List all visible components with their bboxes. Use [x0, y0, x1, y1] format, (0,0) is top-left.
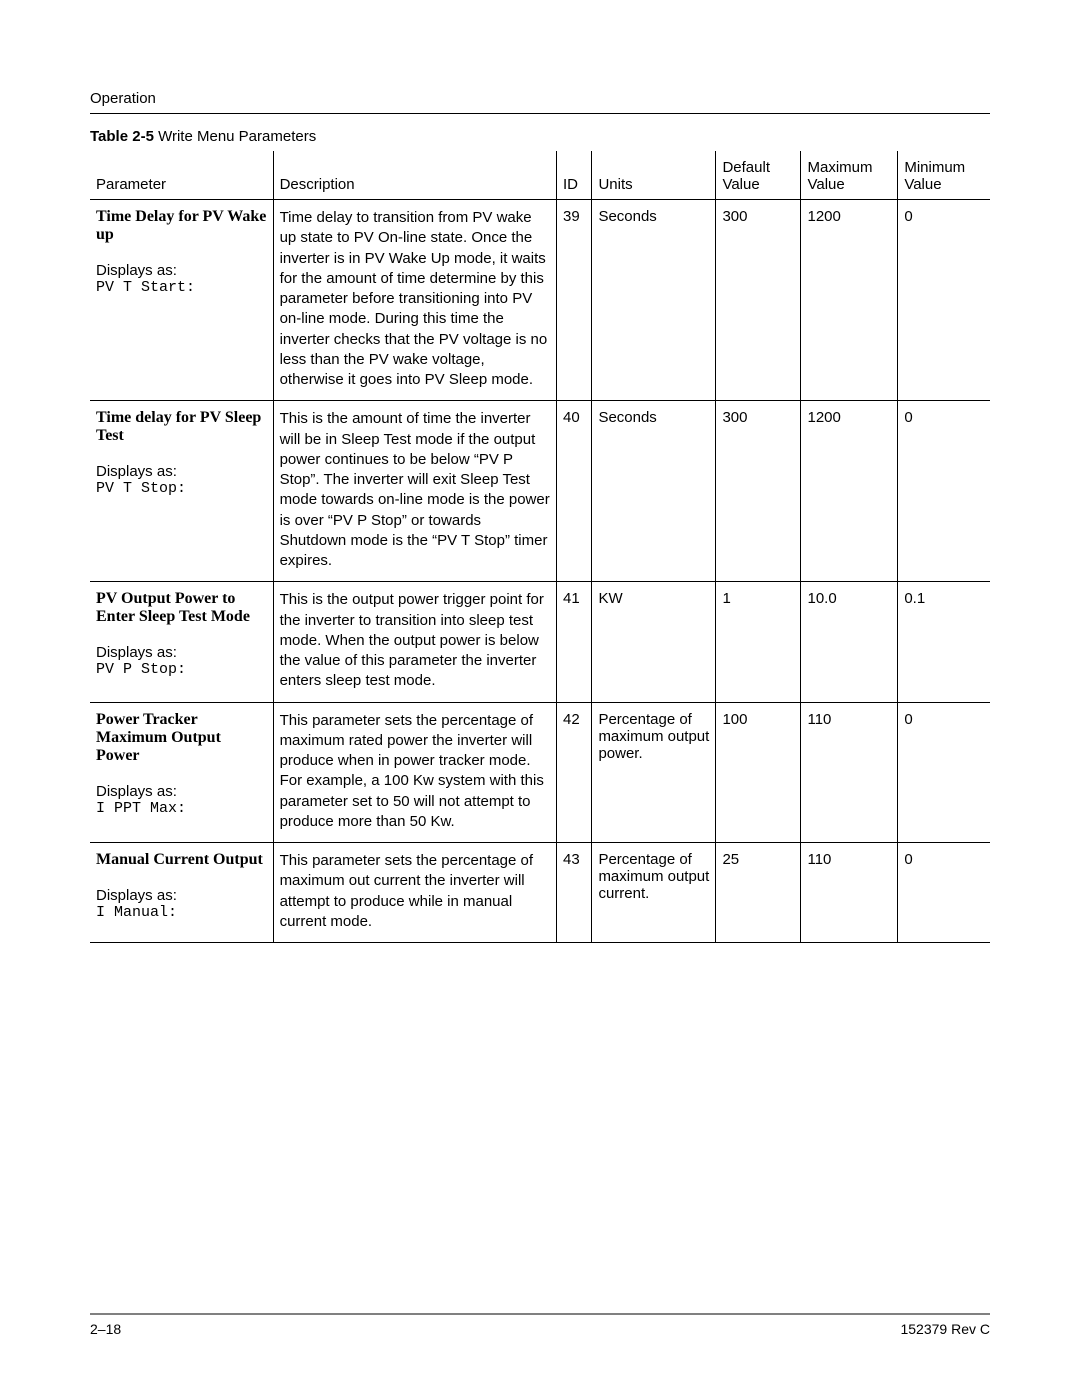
- displays-as-code: I PPT Max:: [96, 800, 267, 817]
- cell-id: 42: [557, 702, 592, 843]
- table-row: PV Output Power to Enter Sleep Test Mode…: [90, 582, 990, 702]
- cell-parameter: Power Tracker Maximum Output Power Displa…: [90, 702, 273, 843]
- parameter-name: PV Output Power to Enter Sleep Test Mode: [96, 590, 267, 626]
- table-row: Time delay for PV Sleep Test Displays as:…: [90, 401, 990, 582]
- cell-default: 1: [716, 582, 801, 702]
- cell-units: Seconds: [592, 401, 716, 582]
- cell-default: 25: [716, 843, 801, 943]
- cell-maximum: 10.0: [801, 582, 898, 702]
- col-units: Units: [592, 151, 716, 200]
- cell-units: Percentage of maximum output power.: [592, 702, 716, 843]
- footer-right: 152379 Rev C: [900, 1321, 990, 1337]
- col-id: ID: [557, 151, 592, 200]
- table-row: Power Tracker Maximum Output Power Displa…: [90, 702, 990, 843]
- displays-as-label: Displays as:: [96, 783, 267, 800]
- cell-default: 100: [716, 702, 801, 843]
- cell-id: 39: [557, 200, 592, 401]
- cell-description: This parameter sets the percentage of ma…: [273, 702, 556, 843]
- displays-as-label: Displays as:: [96, 262, 267, 279]
- displays-as-label: Displays as:: [96, 463, 267, 480]
- table-row: Manual Current Output Displays as:I Manua…: [90, 843, 990, 943]
- cell-minimum: 0: [898, 200, 990, 401]
- cell-description: This parameter sets the percentage of ma…: [273, 843, 556, 943]
- table-title: Table 2-5 Write Menu Parameters: [90, 128, 990, 145]
- cell-description: This is the output power trigger point f…: [273, 582, 556, 702]
- cell-id: 41: [557, 582, 592, 702]
- col-default: Default Value: [716, 151, 801, 200]
- table-row: Time Delay for PV Wake up Displays as:PV …: [90, 200, 990, 401]
- table-title-rest: Write Menu Parameters: [158, 128, 316, 145]
- parameter-name: Manual Current Output: [96, 851, 267, 869]
- table-header-row: Parameter Description ID Units Default V…: [90, 151, 990, 200]
- cell-default: 300: [716, 401, 801, 582]
- cell-parameter: PV Output Power to Enter Sleep Test Mode…: [90, 582, 273, 702]
- cell-minimum: 0: [898, 843, 990, 943]
- cell-default: 300: [716, 200, 801, 401]
- col-description: Description: [273, 151, 556, 200]
- cell-description: This is the amount of time the inverter …: [273, 401, 556, 582]
- cell-minimum: 0.1: [898, 582, 990, 702]
- parameters-table: Parameter Description ID Units Default V…: [90, 151, 990, 943]
- displays-as-code: I Manual:: [96, 904, 267, 921]
- displays-as-label: Displays as:: [96, 644, 267, 661]
- parameter-name: Time delay for PV Sleep Test: [96, 409, 267, 445]
- cell-id: 40: [557, 401, 592, 582]
- cell-minimum: 0: [898, 702, 990, 843]
- displays-as-label: Displays as:: [96, 887, 267, 904]
- cell-parameter: Time Delay for PV Wake up Displays as:PV …: [90, 200, 273, 401]
- page-footer: 2–18 152379 Rev C: [90, 1313, 990, 1337]
- displays-as-code: PV P Stop:: [96, 661, 267, 678]
- col-parameter: Parameter: [90, 151, 273, 200]
- table-title-prefix: Table 2-5: [90, 128, 154, 145]
- cell-description: Time delay to transition from PV wake up…: [273, 200, 556, 401]
- displays-as-code: PV T Start:: [96, 279, 267, 296]
- table-body: Time Delay for PV Wake upDisplays as:PV …: [90, 200, 990, 943]
- cell-maximum: 1200: [801, 200, 898, 401]
- cell-parameter: Time delay for PV Sleep Test Displays as:…: [90, 401, 273, 582]
- footer-left: 2–18: [90, 1321, 121, 1337]
- cell-maximum: 1200: [801, 401, 898, 582]
- cell-minimum: 0: [898, 401, 990, 582]
- section-label: Operation: [90, 90, 990, 107]
- rule-footer: [90, 1313, 990, 1315]
- displays-as-code: PV T Stop:: [96, 480, 267, 497]
- rule-top: [90, 113, 990, 114]
- cell-units: KW: [592, 582, 716, 702]
- cell-maximum: 110: [801, 843, 898, 943]
- col-maximum: Maximum Value: [801, 151, 898, 200]
- parameter-name: Power Tracker Maximum Output Power: [96, 711, 267, 765]
- cell-units: Percentage of maximum output current.: [592, 843, 716, 943]
- cell-maximum: 110: [801, 702, 898, 843]
- cell-units: Seconds: [592, 200, 716, 401]
- cell-parameter: Manual Current Output Displays as:I Manua…: [90, 843, 273, 943]
- parameter-name: Time Delay for PV Wake up: [96, 208, 267, 244]
- cell-id: 43: [557, 843, 592, 943]
- col-minimum: Minimum Value: [898, 151, 990, 200]
